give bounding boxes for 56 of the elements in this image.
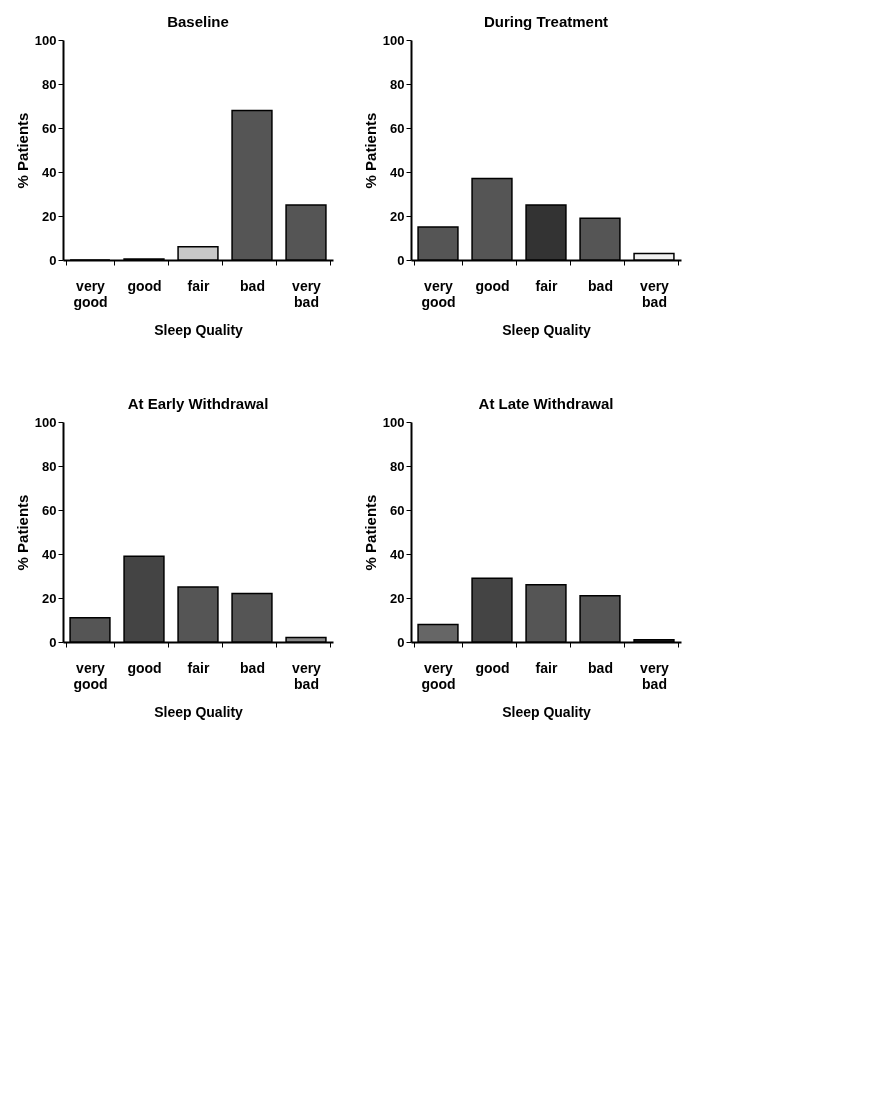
y-tick-label: 0 <box>397 252 405 268</box>
y-tick-label: 20 <box>390 590 405 606</box>
x-tick-label: very bad <box>292 277 322 310</box>
x-tick-label: very bad <box>292 659 322 692</box>
x-axis-title: Sleep Quality <box>502 703 592 720</box>
y-tick-label: 40 <box>42 164 57 180</box>
y-tick-label: 80 <box>390 76 405 92</box>
y-axis-title: % Patients <box>13 494 31 571</box>
x-tick-label: fair <box>535 277 558 294</box>
y-tick-label: 40 <box>42 546 57 562</box>
y-tick-label: 60 <box>390 120 405 136</box>
y-tick-label: 100 <box>382 32 405 48</box>
y-tick-label: 20 <box>390 208 405 224</box>
chart-title: At Early Withdrawal <box>127 395 269 412</box>
x-tick-label: bad <box>240 659 265 676</box>
x-tick-label: bad <box>240 277 265 294</box>
x-tick-label: fair <box>187 277 210 294</box>
x-tick-label: bad <box>588 277 613 294</box>
chart-title: During Treatment <box>483 13 609 30</box>
x-tick-label: very bad <box>640 659 670 692</box>
x-tick-label: fair <box>187 659 210 676</box>
y-tick-label: 100 <box>34 414 57 430</box>
x-axis-title: Sleep Quality <box>154 703 244 720</box>
x-axis-title: Sleep Quality <box>502 321 592 338</box>
y-tick-label: 100 <box>382 414 405 430</box>
y-tick-label: 60 <box>42 120 57 136</box>
y-tick-label: 80 <box>390 458 405 474</box>
y-tick-label: 40 <box>390 164 405 180</box>
y-tick-label: 0 <box>397 634 405 650</box>
x-tick-label: good <box>127 659 162 676</box>
y-tick-label: 0 <box>49 252 57 268</box>
y-tick-label: 20 <box>42 208 57 224</box>
x-tick-label: very good <box>73 277 108 310</box>
y-axis-title: % Patients <box>13 112 31 189</box>
y-axis-title: % Patients <box>361 112 379 189</box>
y-axis-title: % Patients <box>361 494 379 571</box>
y-tick-label: 0 <box>49 634 57 650</box>
x-tick-label: good <box>475 659 510 676</box>
y-tick-label: 80 <box>42 76 57 92</box>
x-tick-label: very good <box>421 277 456 310</box>
x-tick-label: fair <box>535 659 558 676</box>
x-axis-title: Sleep Quality <box>154 321 244 338</box>
x-tick-label: bad <box>588 659 613 676</box>
y-tick-label: 60 <box>390 502 405 518</box>
y-tick-label: 80 <box>42 458 57 474</box>
y-tick-label: 20 <box>42 590 57 606</box>
x-tick-label: good <box>475 277 510 294</box>
x-tick-label: very good <box>421 659 456 692</box>
x-tick-label: good <box>127 277 162 294</box>
chart-title: At Late Withdrawal <box>478 395 614 412</box>
y-tick-label: 60 <box>42 502 57 518</box>
x-tick-label: very good <box>73 659 108 692</box>
y-tick-label: 100 <box>34 32 57 48</box>
x-tick-label: very bad <box>640 277 670 310</box>
chart-title: Baseline <box>167 13 229 30</box>
y-tick-label: 40 <box>390 546 405 562</box>
